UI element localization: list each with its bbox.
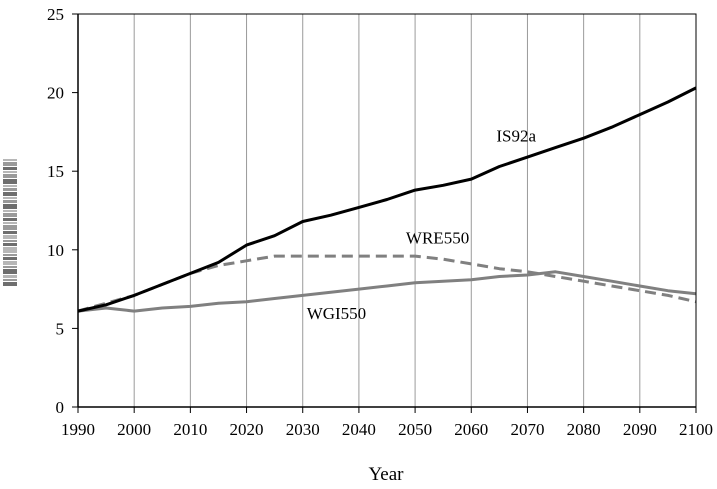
plot-frame — [77, 13, 697, 408]
series-label-wgi550: WGI550 — [307, 304, 366, 323]
x-tick-label-2020: 2020 — [230, 420, 264, 439]
series-line-wre550 — [77, 254, 697, 313]
y-tick-label-20: 20 — [47, 84, 64, 103]
x-tick-label-2030: 2030 — [286, 420, 320, 439]
series-label-wre550: WRE550 — [406, 229, 469, 248]
x-tick-label-2070: 2070 — [510, 420, 544, 439]
x-tick-label-2050: 2050 — [398, 420, 432, 439]
vertical-gridlines — [77, 14, 697, 407]
x-tick-label-2100: 2100 — [679, 420, 713, 439]
y-tick-label-15: 15 — [47, 162, 64, 181]
series-line-is92a — [77, 86, 697, 313]
x-axis-title: Year — [368, 464, 404, 485]
plot-border — [77, 13, 697, 408]
x-tick-label-2010: 2010 — [173, 420, 207, 439]
y-tick-label-25: 25 — [47, 5, 64, 24]
y-tick-label-10: 10 — [47, 241, 64, 260]
y-tick-label-0: 0 — [56, 398, 65, 417]
x-tick-label-2090: 2090 — [623, 420, 657, 439]
y-axis-label-blurred — [3, 159, 17, 286]
series-labels: IS92a WRE550 WGI550 — [307, 126, 537, 323]
x-tick-label-2000: 2000 — [117, 420, 151, 439]
x-tick-label-2060: 2060 — [454, 420, 488, 439]
y-tick-label-5: 5 — [56, 319, 65, 338]
tick-labels: 0 5 10 15 20 25 1990 2000 2010 2020 2030 2040 2050 20… — [47, 5, 713, 439]
x-tick-label-1990: 1990 — [61, 420, 95, 439]
series-lines — [77, 86, 697, 313]
x-tick-label-2040: 2040 — [342, 420, 376, 439]
series-label-is92a: IS92a — [496, 126, 536, 145]
x-tick-label-2080: 2080 — [567, 420, 601, 439]
series-line-wgi550 — [77, 270, 697, 313]
